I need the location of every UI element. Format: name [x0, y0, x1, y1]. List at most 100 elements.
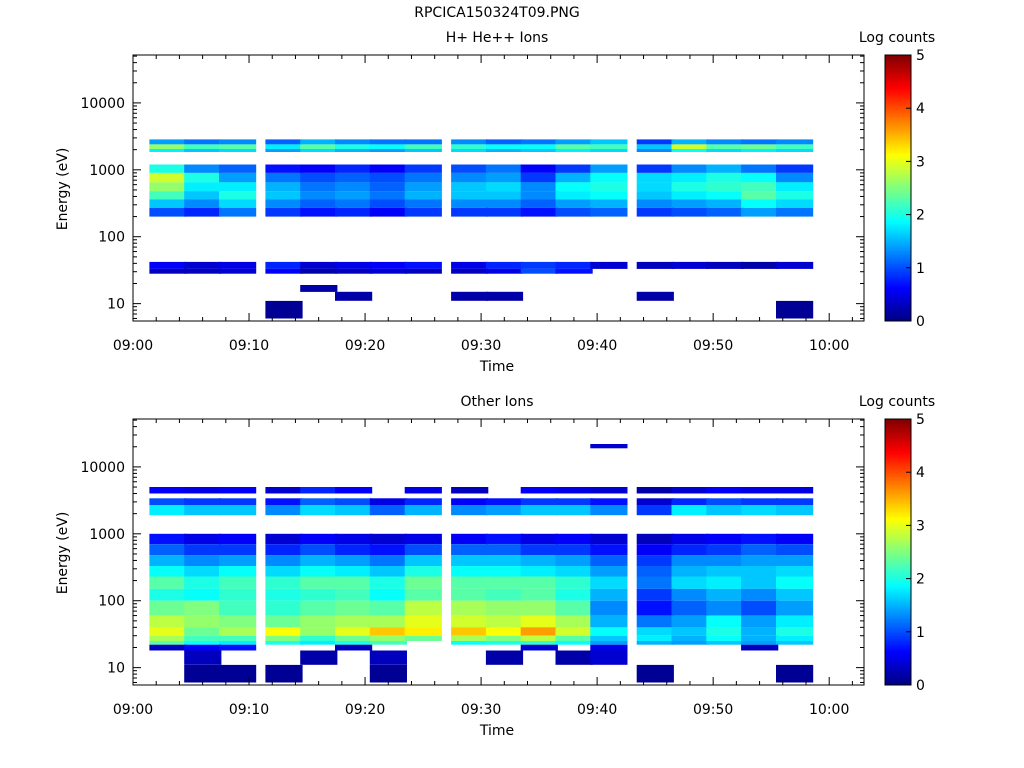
colorbar-segment — [885, 123, 911, 127]
plot-frame — [132, 418, 865, 686]
colorbar-segment — [885, 669, 911, 673]
colorbar-segment — [885, 245, 911, 249]
heatmap-cell — [149, 566, 187, 577]
colorbar-segment — [885, 221, 911, 224]
heatmap-cell — [369, 576, 407, 589]
heatmap-cell — [485, 627, 524, 636]
colorbar-segment — [885, 61, 911, 65]
heatmap-cell — [776, 199, 814, 208]
colorbar-segment — [885, 63, 911, 67]
heatmap-cell — [184, 615, 222, 628]
colorbar-segment — [885, 605, 911, 608]
colorbar-segment — [885, 130, 911, 133]
panel-title: Other Ions — [460, 394, 533, 410]
x-tick-label: 09:00 — [113, 338, 153, 354]
heatmap-cell — [219, 191, 257, 200]
colorbar-segment — [885, 296, 911, 300]
heatmap-cell — [555, 641, 593, 645]
heatmap-cell — [706, 149, 744, 152]
heatmap-cell — [706, 588, 744, 601]
heatmap-cell — [265, 261, 303, 269]
colorbar-segment — [885, 620, 911, 624]
colorbar-segment — [885, 571, 911, 575]
colorbar-label: Log counts — [859, 30, 935, 46]
heatmap-cell — [451, 555, 489, 566]
colorbar-segment — [885, 265, 911, 269]
colorbar-segment — [885, 534, 911, 537]
colorbar-segment — [885, 447, 911, 451]
colorbar-segment — [885, 574, 911, 577]
colorbar-segment — [885, 283, 911, 286]
heatmap-cell — [184, 555, 222, 566]
colorbar-segment — [885, 636, 911, 639]
colorbar-segment — [885, 250, 911, 253]
heatmap-cell — [741, 600, 779, 616]
colorbar-segment — [885, 547, 911, 551]
heatmap-cell — [335, 627, 373, 636]
heatmap-cell — [741, 149, 779, 152]
colorbar-segment — [885, 70, 911, 74]
heatmap-cell — [485, 191, 524, 200]
colorbar-segment — [885, 631, 911, 635]
colorbar-segment — [885, 230, 911, 233]
heatmap-cell — [335, 268, 373, 274]
heatmap-cell — [485, 505, 524, 516]
colorbar-segment — [885, 569, 911, 573]
colorbar-segment — [885, 312, 911, 315]
heatmap-cell — [636, 498, 674, 505]
heatmap-cell — [636, 627, 674, 636]
heatmap-cell — [219, 644, 257, 651]
colorbar-tick-label: 5 — [916, 412, 925, 428]
heatmap-cell — [149, 172, 187, 183]
heatmap-cell — [184, 191, 222, 200]
colorbar-segment — [885, 523, 911, 526]
heatmap-cell — [590, 487, 628, 494]
heatmap-cell — [184, 144, 222, 149]
heatmap-cell — [671, 487, 709, 494]
heatmap-cell — [520, 498, 558, 505]
heatmap-cell — [369, 555, 407, 566]
colorbar-segment — [885, 150, 911, 153]
heatmap-cell — [265, 191, 303, 200]
heatmap-cell — [741, 644, 779, 651]
heatmap-cell — [520, 544, 558, 556]
colorbar-segment — [885, 207, 911, 211]
heatmap-cell — [149, 149, 187, 152]
colorbar-segment — [885, 119, 911, 122]
heatmap-cell — [520, 555, 558, 566]
colorbar-segment — [885, 254, 911, 258]
heatmap-cell — [149, 533, 187, 545]
heatmap-cell — [404, 588, 442, 601]
heatmap-cell — [485, 641, 524, 645]
heatmap-cell — [451, 627, 489, 636]
heatmap-cell — [369, 144, 407, 149]
heatmap-cell — [335, 182, 373, 192]
colorbar-frame — [884, 418, 912, 686]
colorbar-segment — [885, 527, 911, 531]
heatmap-cell — [219, 268, 257, 274]
heatmap-cell — [265, 641, 303, 645]
heatmap-cell — [149, 164, 187, 173]
heatmap-cell — [741, 615, 779, 628]
heatmap-cell — [335, 576, 373, 589]
heatmap-cell — [265, 588, 303, 601]
heatmap-cell — [219, 555, 257, 566]
colorbar-segment — [885, 583, 911, 586]
y-tick-label: 1000 — [89, 527, 125, 543]
colorbar-segment — [885, 292, 911, 295]
heatmap-cell — [149, 261, 187, 269]
heatmap-cell — [219, 505, 257, 516]
colorbar-segment — [885, 638, 911, 642]
heatmap-cell — [776, 300, 814, 319]
heatmap-cell — [404, 487, 442, 494]
heatmap-cell — [520, 144, 558, 149]
heatmap-cell — [741, 487, 779, 494]
heatmap-cell — [219, 566, 257, 577]
colorbar-segment — [885, 680, 911, 684]
colorbar-segment — [885, 507, 911, 511]
heatmap-cell — [485, 172, 524, 183]
heatmap-cell — [555, 191, 593, 200]
colorbar-segment — [885, 600, 911, 604]
heatmap-cell — [520, 576, 558, 589]
heatmap-cell — [776, 627, 814, 636]
